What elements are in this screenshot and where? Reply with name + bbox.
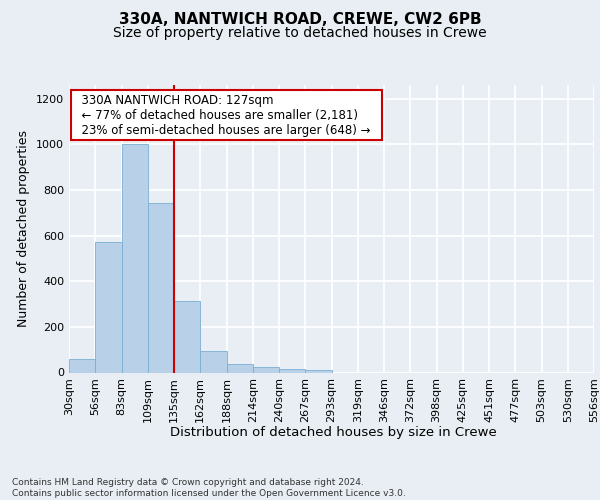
- Y-axis label: Number of detached properties: Number of detached properties: [17, 130, 31, 327]
- Bar: [148, 202, 174, 372]
- Bar: [121, 144, 148, 372]
- Text: Contains HM Land Registry data © Crown copyright and database right 2024.
Contai: Contains HM Land Registry data © Crown c…: [12, 478, 406, 498]
- Bar: [305, 370, 331, 372]
- Bar: [227, 364, 253, 372]
- Bar: [200, 351, 227, 372]
- Bar: [253, 367, 279, 372]
- Text: 330A NANTWICH ROAD: 127sqm  
  ← 77% of detached houses are smaller (2,181)  
  : 330A NANTWICH ROAD: 127sqm ← 77% of deta…: [74, 94, 378, 136]
- Bar: [95, 242, 121, 372]
- Text: Distribution of detached houses by size in Crewe: Distribution of detached houses by size …: [170, 426, 496, 439]
- Text: 330A, NANTWICH ROAD, CREWE, CW2 6PB: 330A, NANTWICH ROAD, CREWE, CW2 6PB: [119, 12, 481, 28]
- Bar: [279, 369, 305, 372]
- Text: Size of property relative to detached houses in Crewe: Size of property relative to detached ho…: [113, 26, 487, 40]
- Bar: [69, 359, 95, 372]
- Bar: [174, 300, 200, 372]
